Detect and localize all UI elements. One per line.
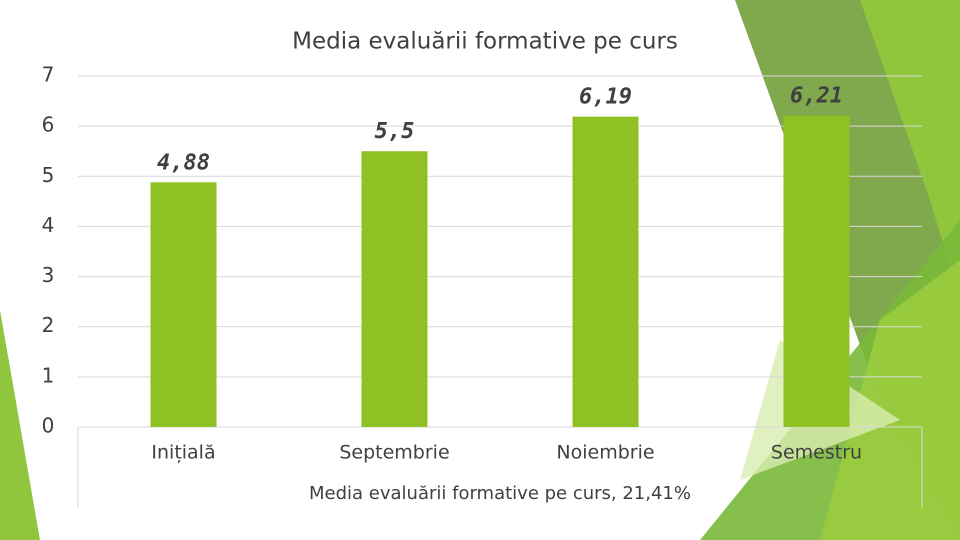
- y-tick-label: 1: [42, 363, 55, 387]
- y-tick-label: 3: [42, 263, 55, 287]
- y-tick-label: 5: [42, 163, 55, 187]
- bar: [783, 115, 850, 427]
- data-label: 5,5: [375, 119, 415, 144]
- x-axis-label: Media evaluării formative pe curs, 21,41…: [309, 483, 691, 504]
- x-tick-label: Noiembrie: [556, 442, 654, 464]
- y-tick-label: 0: [42, 414, 55, 438]
- chart-title: Media evaluării formative pe curs: [292, 29, 678, 55]
- data-label: 4,88: [157, 150, 210, 175]
- bar: [572, 116, 639, 427]
- data-label: 6,21: [790, 84, 843, 109]
- y-tick-label: 7: [42, 63, 55, 87]
- data-label: 6,19: [579, 85, 632, 110]
- x-tick-label: Semestru: [771, 442, 862, 464]
- y-tick-label: 2: [42, 313, 55, 337]
- x-tick-label: Septembrie: [339, 442, 449, 464]
- plot: 0 1 2 3 4 5 6 7 Inițială 4,88 Septembrie 5,5 Noiembr…: [42, 63, 922, 464]
- y-tick-label: 6: [42, 113, 55, 137]
- x-tick-label: Inițială: [151, 442, 215, 464]
- y-tick-label: 4: [42, 213, 55, 237]
- bar: [361, 151, 428, 427]
- bar: [150, 182, 217, 427]
